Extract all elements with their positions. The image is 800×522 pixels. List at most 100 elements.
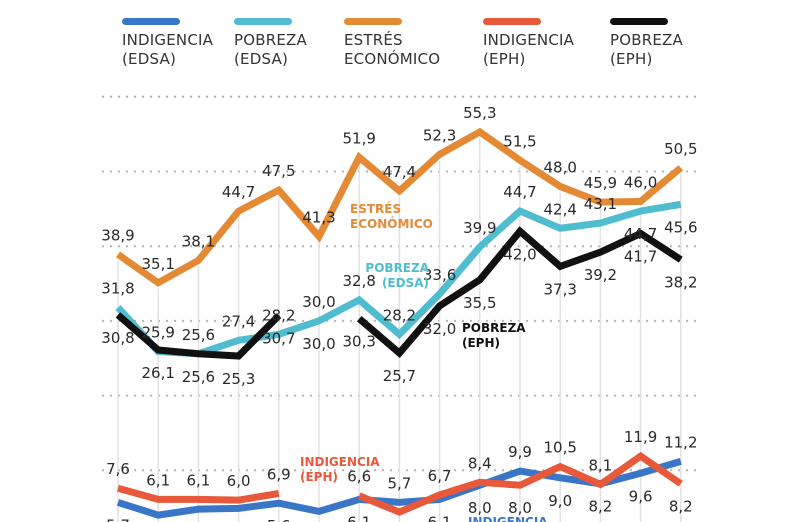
inline-label-ind_eph: INDIGENCIA (EPH) <box>300 455 380 484</box>
legend-swatch <box>122 18 180 25</box>
data-label-ind_edsa: 11,2 <box>664 433 697 451</box>
series-line-estres <box>115 127 684 287</box>
data-label-pob_edsa: 28,2 <box>383 306 416 324</box>
legend-label: ESTRÉS ECONÓMICO <box>344 31 441 68</box>
data-label-estres: 48,0 <box>543 158 576 176</box>
data-label-pob_eph: 30,8 <box>101 329 134 347</box>
legend-swatch <box>234 18 292 25</box>
data-label-pob_eph: 42,0 <box>503 245 536 263</box>
data-label-pob_edsa: 30,0 <box>302 293 335 311</box>
data-label-pob_edsa: 42,4 <box>543 200 576 218</box>
data-label-ind_edsa: 8,0 <box>468 499 492 517</box>
data-label-pob_eph: 32,0 <box>423 320 456 338</box>
inline-label-ind_edsa: INDIGENCIA <box>468 515 548 522</box>
data-label-pob_eph: 25,3 <box>222 370 255 388</box>
data-label-ind_eph: 7,6 <box>106 460 130 478</box>
data-label-pob_edsa: 28,2 <box>262 306 295 324</box>
data-label-pob_edsa: 31,8 <box>101 279 134 297</box>
data-label-estres: 52,3 <box>423 126 456 144</box>
legend-item-pob_eph: POBREZA (EPH) <box>610 18 683 69</box>
data-label-estres: 38,9 <box>101 226 134 244</box>
data-label-estres: 55,3 <box>463 104 496 122</box>
legend: INDIGENCIA (EDSA) POBREZA (EDSA) ESTRÉS EC… <box>0 18 800 78</box>
data-label-pob_eph: 26,1 <box>141 364 174 382</box>
data-label-pob_edsa: 32,8 <box>342 272 375 290</box>
data-label-ind_edsa: 5,6 <box>267 517 291 522</box>
legend-swatch <box>483 18 541 25</box>
data-label-ind_eph: 8,2 <box>669 498 693 516</box>
data-label-ind_edsa: 9,6 <box>629 487 653 505</box>
data-label-ind_edsa: 9,0 <box>548 492 572 510</box>
legend-item-pob_edsa: POBREZA (EDSA) <box>234 18 307 69</box>
data-label-pob_eph: 25,6 <box>182 368 215 386</box>
data-label-pob_eph: 30,7 <box>262 330 295 348</box>
legend-label: INDIGENCIA (EDSA) <box>122 31 214 68</box>
inline-label-line: ECONÓMICO <box>350 216 433 231</box>
inline-label-line: INDIGENCIA <box>468 515 548 522</box>
data-label-estres: 41,3 <box>302 208 335 226</box>
data-label-pob_eph: 30,3 <box>342 333 375 351</box>
data-label-pob_eph: 25,7 <box>383 367 416 385</box>
data-label-ind_edsa: 5,7 <box>106 516 130 522</box>
data-label-ind_eph: 8,0 <box>508 499 532 517</box>
legend-swatch <box>610 18 668 25</box>
data-label-pob_edsa: 39,9 <box>463 219 496 237</box>
inline-label-line: (EDSA) <box>382 276 429 290</box>
inline-label-line: INDIGENCIA <box>300 455 380 469</box>
data-label-ind_eph: 6,9 <box>267 465 291 483</box>
data-label-estres: 47,4 <box>383 163 416 181</box>
data-label-estres: 51,9 <box>342 129 375 147</box>
data-label-pob_edsa: 44,7 <box>503 183 536 201</box>
legend-swatch <box>344 18 402 25</box>
data-label-pob_eph: 37,3 <box>543 280 576 298</box>
inline-label-line: (EPH) <box>300 470 338 484</box>
legend-item-ind_eph: INDIGENCIA (EPH) <box>483 18 574 69</box>
data-label-pob_eph: 39,2 <box>584 266 617 284</box>
inline-label-line: ESTRÉS <box>350 201 401 216</box>
data-label-pob_edsa: 33,6 <box>423 266 456 284</box>
data-label-pob_edsa: 25,9 <box>141 324 174 342</box>
legend-item-estres: ESTRÉS ECONÓMICO <box>344 18 440 69</box>
data-label-ind_eph: 6,1 <box>146 471 170 489</box>
data-label-estres: 45,9 <box>584 174 617 192</box>
series-line-pob_edsa <box>115 200 682 358</box>
inline-label-line: POBREZA <box>462 321 526 335</box>
data-label-estres: 46,0 <box>624 173 657 191</box>
data-label-pob_edsa: 44,7 <box>624 225 657 243</box>
legend-item-ind_edsa: INDIGENCIA (EDSA) <box>122 18 213 69</box>
series-line-pob_eph <box>115 312 282 360</box>
data-label-ind_eph: 6,0 <box>227 472 251 490</box>
data-label-ind_eph: 11,9 <box>624 428 657 446</box>
data-label-ind_eph: 6,7 <box>428 467 452 485</box>
data-label-ind_eph: 6,6 <box>347 468 371 486</box>
data-label-pob_edsa: 27,4 <box>222 312 255 330</box>
legend-label: POBREZA (EDSA) <box>234 31 307 68</box>
data-label-ind_edsa: 6,1 <box>347 513 371 522</box>
series-line-pob_eph <box>356 226 683 358</box>
inline-label-pob_edsa: POBREZA (EDSA) <box>365 261 429 290</box>
data-label-ind_edsa: 9,9 <box>508 443 532 461</box>
data-label-estres: 44,7 <box>222 183 255 201</box>
data-label-ind_eph: 8,1 <box>588 456 612 474</box>
inline-label-line: (EPH) <box>462 336 500 350</box>
data-label-estres: 50,5 <box>664 140 697 158</box>
data-label-estres: 47,5 <box>262 162 295 180</box>
data-label-pob_eph: 30,0 <box>302 335 335 353</box>
data-label-estres: 35,1 <box>141 255 174 273</box>
data-label-ind_edsa: 5,7 <box>387 474 411 492</box>
inline-label-line: POBREZA <box>365 261 429 275</box>
data-label-pob_edsa: 43,1 <box>584 195 617 213</box>
data-label-ind_edsa: 6,1 <box>428 513 452 522</box>
data-label-ind_eph: 10,5 <box>543 439 576 457</box>
data-label-pob_edsa: 25,6 <box>182 326 215 344</box>
data-label-ind_edsa: 8,2 <box>588 498 612 516</box>
legend-label: POBREZA (EPH) <box>610 31 683 68</box>
data-label-ind_eph: 6,1 <box>186 471 210 489</box>
legend-label: INDIGENCIA (EPH) <box>483 31 575 68</box>
data-label-ind_eph: 8,4 <box>468 454 492 472</box>
data-label-pob_edsa: 45,6 <box>664 218 697 236</box>
series-line-ind_eph <box>357 451 683 516</box>
data-label-pob_eph: 38,2 <box>664 274 697 292</box>
data-label-pob_eph: 35,5 <box>463 294 496 312</box>
